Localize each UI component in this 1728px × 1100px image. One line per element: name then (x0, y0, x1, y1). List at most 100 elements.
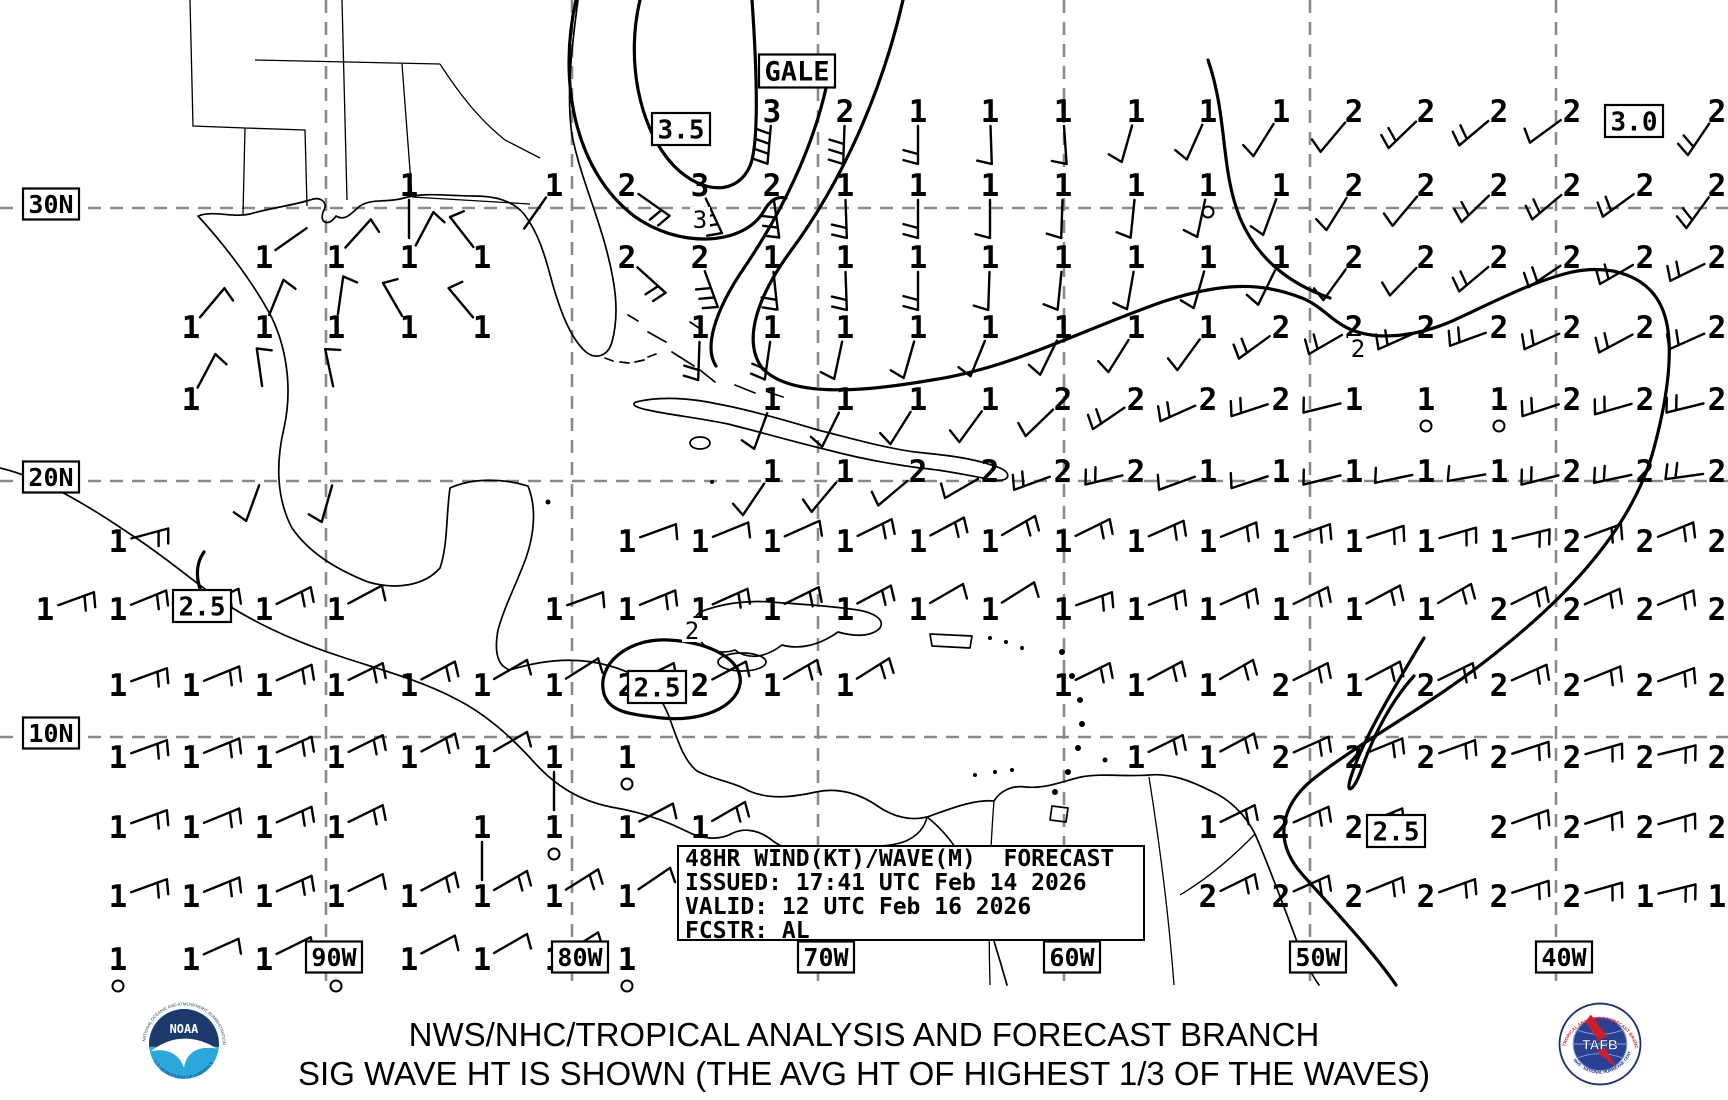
wind-barb-icon (1229, 471, 1269, 490)
wave-height-value: 1 (1054, 240, 1073, 276)
wave-height-value: 2 (1563, 382, 1582, 418)
wind-barb-icon (1583, 665, 1624, 687)
wave-height-value: 1 (836, 168, 855, 204)
wind-barb-icon (1381, 266, 1418, 297)
wave-height-value: 2 (1563, 740, 1582, 776)
weather-station: 1 (682, 310, 710, 382)
wave-height-value: 1 (545, 668, 564, 704)
wind-barb-icon (710, 800, 751, 823)
wave-height-value: 1 (618, 810, 637, 846)
weather-station: 1 (1179, 240, 1217, 310)
wave-height-value: 2 (1417, 879, 1436, 915)
wind-barb-icon (130, 809, 170, 830)
wind-barb-icon (783, 586, 823, 608)
wave-height-max-label-0-text: 3.5 (658, 115, 705, 145)
wind-barb-icon (1115, 198, 1136, 239)
wave-height-value: 1 (473, 810, 492, 846)
wind-barb-icon (972, 270, 991, 312)
forecast-map-canvas: 3 2 1 1 1 1 1 1 2 2 2 2 2 1 1 2 3 2 1 1 1 1 1 1 1 2 2 2 2 2 2 1 1 1 1 2 2 1 1 1… (0, 0, 1728, 993)
weather-station: 2 (1563, 810, 1624, 846)
weather-station (324, 347, 342, 388)
weather-station: 1 (902, 94, 927, 166)
wind-barb-icon (414, 210, 446, 247)
wind-barb-icon (1219, 521, 1260, 543)
weather-station: 1 (327, 218, 381, 276)
wave-height-value: 2 (836, 94, 855, 130)
wave-height-value: 1 (327, 810, 346, 846)
weather-station: 1 (749, 310, 781, 381)
wave-height-value: 2 (1490, 310, 1509, 346)
wave-height-value: 1 (618, 879, 637, 915)
wave-height-value: 1 (1345, 382, 1364, 418)
calm-wind-icon (111, 979, 125, 993)
wind-barb-icon (1374, 329, 1415, 351)
wind-barb-icon (447, 280, 475, 319)
wind-barb-icon (1510, 663, 1551, 685)
weather-station: 1 (327, 584, 387, 628)
weather-station: 1 (448, 210, 491, 276)
contour-value-label: 2 (1348, 335, 1368, 363)
wind-barb-icon (275, 874, 316, 896)
weather-station: 1 (1272, 586, 1332, 628)
weather-station: 1 (327, 275, 359, 346)
wave-height-value: 2 (1490, 94, 1509, 130)
longitude-label-40W-box (1534, 940, 1594, 974)
longitude-label-60W-box (1042, 940, 1102, 974)
weather-station: 1 (1373, 454, 1435, 490)
wind-barb-icon (1303, 333, 1344, 356)
wind-barb-icon (1365, 660, 1405, 683)
wave-contour-v-hook (1347, 636, 1426, 791)
weather-station: 2 (760, 168, 781, 239)
forecast-map: 3 2 1 1 1 1 1 1 2 2 2 2 2 1 1 2 3 2 1 1 1 1 1 1 1 2 2 2 2 2 2 1 1 1 1 2 2 1 1 1… (0, 0, 1728, 993)
wave-height-max-label-4: 2.5 (1365, 813, 1427, 849)
wind-barb-icon (1365, 876, 1406, 898)
weather-station: 1 (255, 227, 308, 276)
wave-height-max-label-0: 3.5 (650, 111, 712, 147)
wind-barb-icon (196, 352, 228, 389)
wind-barb-icon (1583, 587, 1624, 609)
weather-station: 2 (1563, 879, 1624, 915)
weather-station: 1 (1115, 168, 1145, 239)
wind-barb-icon (1027, 339, 1059, 376)
wind-barb-icon (1665, 394, 1705, 414)
weather-station: 1 (255, 586, 315, 628)
wave-height-value: 1 (1272, 240, 1291, 276)
wind-barb-icon (740, 412, 769, 451)
weather-station: 1 (400, 871, 460, 915)
wave-height-value: 1 (327, 740, 346, 776)
wind-barb-icon (902, 270, 920, 312)
wind-barb-icon (1156, 401, 1197, 423)
wind-barb-icon (129, 589, 170, 611)
weather-station: 2 (1417, 662, 1477, 704)
tafb-lightning-bolt-icon (1585, 1014, 1617, 1068)
wave-height-value: 1 (1127, 668, 1146, 704)
wave-height-value: 2 (1199, 879, 1218, 915)
weather-station: 2 (1665, 382, 1726, 418)
weather-station: 1 (1127, 519, 1188, 560)
wind-barb-icon (307, 484, 334, 524)
wind-barb-icon (1075, 591, 1115, 612)
weather-station: 2 (939, 454, 999, 500)
wave-height-value: 2 (1417, 668, 1436, 704)
weather-station: 2 (1017, 382, 1072, 438)
weather-station: 1 (400, 210, 446, 276)
wind-barb-icon (749, 340, 772, 381)
weather-station: 1 (327, 662, 387, 704)
weather-station: 1 (1042, 240, 1073, 311)
wind-barb-icon (1511, 879, 1551, 901)
wind-barb-icon (902, 124, 920, 166)
weather-station (232, 484, 261, 523)
wave-height-value: 1 (691, 310, 710, 346)
us-east-gulf-mexico-coastline (197, 0, 1008, 986)
wind-barb-icon (1000, 581, 1040, 604)
wave-height-value: 1 (473, 942, 492, 978)
wind-barb-icon (420, 660, 460, 683)
weather-station: 2 (1417, 739, 1478, 776)
forecast-info-box: 48HR WIND(KT)/WAVE(M) FORECAST ISSUED: 17… (677, 845, 1145, 943)
wave-height-value: 1 (109, 810, 128, 846)
weather-station: 1 (1446, 454, 1508, 490)
wave-height-value: 2 (1417, 168, 1436, 204)
wave-height-value: 1 (473, 879, 492, 915)
wave-height-value: 1 (1054, 668, 1073, 704)
weather-station: 2 (1310, 94, 1363, 153)
